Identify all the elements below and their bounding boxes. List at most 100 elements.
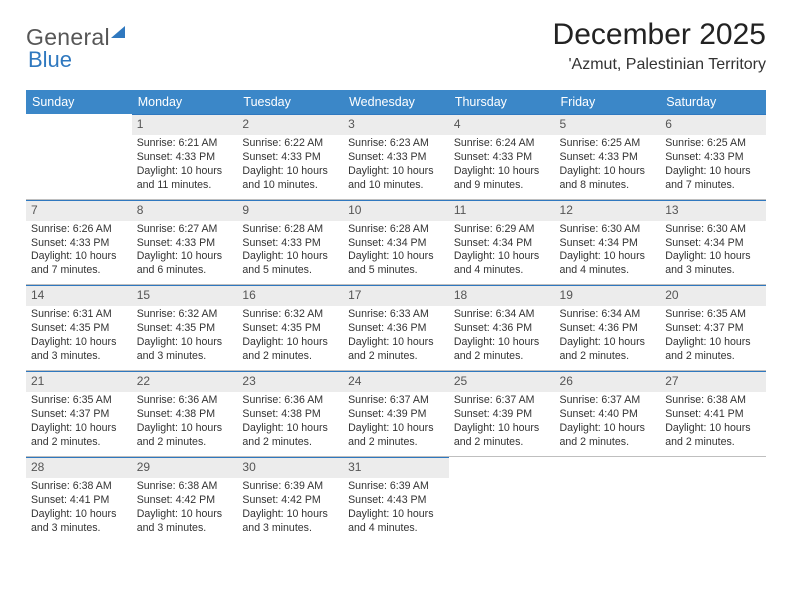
day-cell: 19Sunrise: 6:34 AMSunset: 4:36 PMDayligh… xyxy=(555,285,661,370)
daylight-text: Daylight: 10 hours and 2 minutes. xyxy=(137,422,233,450)
header: General Blue December 2025 'Azmut, Pales… xyxy=(26,18,766,76)
sunrise-text: Sunrise: 6:22 AM xyxy=(242,137,338,151)
day-cell: 2Sunrise: 6:22 AMSunset: 4:33 PMDaylight… xyxy=(237,114,343,199)
day-info: Sunrise: 6:37 AMSunset: 4:39 PMDaylight:… xyxy=(449,394,555,450)
day-number: 12 xyxy=(555,200,661,221)
sunrise-text: Sunrise: 6:38 AM xyxy=(665,394,761,408)
day-info: Sunrise: 6:30 AMSunset: 4:34 PMDaylight:… xyxy=(555,223,661,279)
calendar-head: SundayMondayTuesdayWednesdayThursdayFrid… xyxy=(26,90,766,114)
sunset-text: Sunset: 4:38 PM xyxy=(137,408,233,422)
calendar-week-row: 1Sunrise: 6:21 AMSunset: 4:33 PMDaylight… xyxy=(26,114,766,199)
day-info: Sunrise: 6:38 AMSunset: 4:41 PMDaylight:… xyxy=(660,394,766,450)
calendar-cell: 22Sunrise: 6:36 AMSunset: 4:38 PMDayligh… xyxy=(132,371,238,457)
daylight-text: Daylight: 10 hours and 2 minutes. xyxy=(560,336,656,364)
calendar-cell: 28Sunrise: 6:38 AMSunset: 4:41 PMDayligh… xyxy=(26,456,132,541)
day-cell: 12Sunrise: 6:30 AMSunset: 4:34 PMDayligh… xyxy=(555,200,661,285)
daylight-text: Daylight: 10 hours and 3 minutes. xyxy=(665,250,761,278)
day-info: Sunrise: 6:22 AMSunset: 4:33 PMDaylight:… xyxy=(237,137,343,193)
calendar-cell: 5Sunrise: 6:25 AMSunset: 4:33 PMDaylight… xyxy=(555,114,661,199)
day-number: 16 xyxy=(237,285,343,306)
sunrise-text: Sunrise: 6:30 AM xyxy=(665,223,761,237)
weekday-header: Wednesday xyxy=(343,90,449,114)
daylight-text: Daylight: 10 hours and 11 minutes. xyxy=(137,165,233,193)
day-number: 14 xyxy=(26,285,132,306)
day-info: Sunrise: 6:35 AMSunset: 4:37 PMDaylight:… xyxy=(26,394,132,450)
day-cell: 15Sunrise: 6:32 AMSunset: 4:35 PMDayligh… xyxy=(132,285,238,370)
day-info: Sunrise: 6:28 AMSunset: 4:33 PMDaylight:… xyxy=(237,223,343,279)
empty-cell xyxy=(555,457,661,529)
day-info: Sunrise: 6:31 AMSunset: 4:35 PMDaylight:… xyxy=(26,308,132,364)
calendar-cell: 1Sunrise: 6:21 AMSunset: 4:33 PMDaylight… xyxy=(132,114,238,199)
day-info: Sunrise: 6:34 AMSunset: 4:36 PMDaylight:… xyxy=(555,308,661,364)
calendar-cell: 2Sunrise: 6:22 AMSunset: 4:33 PMDaylight… xyxy=(237,114,343,199)
daylight-text: Daylight: 10 hours and 2 minutes. xyxy=(348,336,444,364)
sunrise-text: Sunrise: 6:35 AM xyxy=(31,394,127,408)
day-info: Sunrise: 6:34 AMSunset: 4:36 PMDaylight:… xyxy=(449,308,555,364)
day-info: Sunrise: 6:32 AMSunset: 4:35 PMDaylight:… xyxy=(237,308,343,364)
day-cell: 11Sunrise: 6:29 AMSunset: 4:34 PMDayligh… xyxy=(449,200,555,285)
sunrise-text: Sunrise: 6:38 AM xyxy=(31,480,127,494)
day-number: 29 xyxy=(132,457,238,478)
day-number: 31 xyxy=(343,457,449,478)
calendar-cell: 30Sunrise: 6:39 AMSunset: 4:42 PMDayligh… xyxy=(237,456,343,541)
day-cell: 30Sunrise: 6:39 AMSunset: 4:42 PMDayligh… xyxy=(237,457,343,542)
sunset-text: Sunset: 4:33 PM xyxy=(348,151,444,165)
sunset-text: Sunset: 4:37 PM xyxy=(665,322,761,336)
sunrise-text: Sunrise: 6:25 AM xyxy=(560,137,656,151)
day-number: 5 xyxy=(555,114,661,135)
sunset-text: Sunset: 4:41 PM xyxy=(665,408,761,422)
day-cell: 29Sunrise: 6:38 AMSunset: 4:42 PMDayligh… xyxy=(132,457,238,542)
day-number: 24 xyxy=(343,371,449,392)
day-number: 6 xyxy=(660,114,766,135)
sunset-text: Sunset: 4:34 PM xyxy=(348,237,444,251)
day-info: Sunrise: 6:29 AMSunset: 4:34 PMDaylight:… xyxy=(449,223,555,279)
calendar-cell: 3Sunrise: 6:23 AMSunset: 4:33 PMDaylight… xyxy=(343,114,449,199)
sunrise-text: Sunrise: 6:39 AM xyxy=(348,480,444,494)
empty-cell xyxy=(26,114,132,186)
daylight-text: Daylight: 10 hours and 4 minutes. xyxy=(454,250,550,278)
sunrise-text: Sunrise: 6:36 AM xyxy=(137,394,233,408)
daylight-text: Daylight: 10 hours and 3 minutes. xyxy=(137,336,233,364)
sunset-text: Sunset: 4:39 PM xyxy=(454,408,550,422)
calendar-cell: 26Sunrise: 6:37 AMSunset: 4:40 PMDayligh… xyxy=(555,371,661,457)
day-number: 13 xyxy=(660,200,766,221)
day-number: 4 xyxy=(449,114,555,135)
day-info: Sunrise: 6:25 AMSunset: 4:33 PMDaylight:… xyxy=(555,137,661,193)
sunrise-text: Sunrise: 6:25 AM xyxy=(665,137,761,151)
daylight-text: Daylight: 10 hours and 3 minutes. xyxy=(31,336,127,364)
daylight-text: Daylight: 10 hours and 10 minutes. xyxy=(242,165,338,193)
sunrise-text: Sunrise: 6:30 AM xyxy=(560,223,656,237)
daylight-text: Daylight: 10 hours and 2 minutes. xyxy=(665,336,761,364)
day-info: Sunrise: 6:37 AMSunset: 4:40 PMDaylight:… xyxy=(555,394,661,450)
day-number: 2 xyxy=(237,114,343,135)
day-info: Sunrise: 6:28 AMSunset: 4:34 PMDaylight:… xyxy=(343,223,449,279)
weekday-header: Tuesday xyxy=(237,90,343,114)
calendar-cell: 25Sunrise: 6:37 AMSunset: 4:39 PMDayligh… xyxy=(449,371,555,457)
calendar-cell xyxy=(26,114,132,199)
sunrise-text: Sunrise: 6:27 AM xyxy=(137,223,233,237)
daylight-text: Daylight: 10 hours and 5 minutes. xyxy=(242,250,338,278)
daylight-text: Daylight: 10 hours and 5 minutes. xyxy=(348,250,444,278)
day-info: Sunrise: 6:27 AMSunset: 4:33 PMDaylight:… xyxy=(132,223,238,279)
calendar-cell: 24Sunrise: 6:37 AMSunset: 4:39 PMDayligh… xyxy=(343,371,449,457)
sunrise-text: Sunrise: 6:33 AM xyxy=(348,308,444,322)
day-cell: 14Sunrise: 6:31 AMSunset: 4:35 PMDayligh… xyxy=(26,285,132,370)
day-cell: 31Sunrise: 6:39 AMSunset: 4:43 PMDayligh… xyxy=(343,457,449,542)
day-info: Sunrise: 6:25 AMSunset: 4:33 PMDaylight:… xyxy=(660,137,766,193)
day-number: 25 xyxy=(449,371,555,392)
sunset-text: Sunset: 4:42 PM xyxy=(137,494,233,508)
day-info: Sunrise: 6:30 AMSunset: 4:34 PMDaylight:… xyxy=(660,223,766,279)
sunrise-text: Sunrise: 6:32 AM xyxy=(137,308,233,322)
daylight-text: Daylight: 10 hours and 2 minutes. xyxy=(31,422,127,450)
day-info: Sunrise: 6:38 AMSunset: 4:42 PMDaylight:… xyxy=(132,480,238,536)
daylight-text: Daylight: 10 hours and 2 minutes. xyxy=(242,422,338,450)
daylight-text: Daylight: 10 hours and 3 minutes. xyxy=(242,508,338,536)
sunset-text: Sunset: 4:43 PM xyxy=(348,494,444,508)
day-cell: 5Sunrise: 6:25 AMSunset: 4:33 PMDaylight… xyxy=(555,114,661,199)
day-cell: 6Sunrise: 6:25 AMSunset: 4:33 PMDaylight… xyxy=(660,114,766,199)
calendar-page: General Blue December 2025 'Azmut, Pales… xyxy=(0,0,792,558)
day-number: 19 xyxy=(555,285,661,306)
sunset-text: Sunset: 4:33 PM xyxy=(560,151,656,165)
sunset-text: Sunset: 4:33 PM xyxy=(665,151,761,165)
day-number: 28 xyxy=(26,457,132,478)
